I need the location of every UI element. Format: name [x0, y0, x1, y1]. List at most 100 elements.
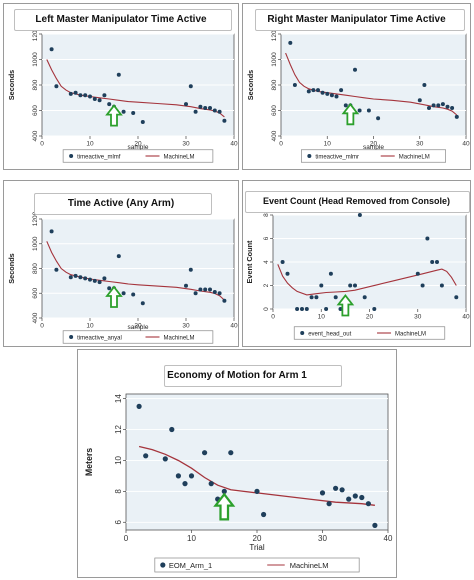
data-point: [319, 283, 324, 288]
y-tick-label: 1200: [271, 26, 278, 41]
data-point: [49, 47, 54, 52]
chart-title: Time Active (Any Arm): [67, 198, 175, 209]
data-point: [333, 485, 339, 491]
data-point: [362, 295, 367, 300]
data-point: [193, 109, 198, 114]
y-axis-label: Event Count: [245, 240, 254, 284]
data-point: [427, 106, 431, 110]
data-point: [376, 116, 381, 121]
x-tick-label: 10: [324, 141, 332, 148]
x-tick-label: 0: [271, 314, 275, 321]
data-point: [372, 522, 378, 528]
fit-line-machinelm: [46, 241, 225, 301]
title-box: [14, 9, 232, 31]
x-tick-label: 30: [416, 141, 424, 148]
y-tick-label: 400: [32, 130, 39, 141]
y-tick-label: 14: [114, 394, 123, 403]
data-point: [339, 487, 345, 493]
data-point: [353, 283, 357, 288]
legend-label-points: timeactive_anyal: [77, 335, 122, 341]
x-axis-label: Trial: [249, 543, 264, 552]
legend-marker-points: [69, 154, 74, 158]
title-box: [34, 193, 212, 215]
x-axis-label: sample: [363, 144, 384, 151]
chart-title: Economy of Motion for Arm 1: [167, 370, 307, 381]
legend-label-fit: MachineLM: [163, 154, 194, 160]
x-tick-label: 40: [462, 314, 470, 321]
data-point: [431, 103, 436, 108]
data-point: [288, 40, 293, 45]
data-point: [359, 494, 365, 501]
legend-marker-points: [300, 331, 305, 335]
legend-marker-points: [307, 154, 312, 158]
data-point: [316, 88, 320, 93]
x-tick-label: 20: [370, 141, 378, 148]
data-point: [454, 114, 459, 119]
chart-panel-any-arm: 400 600 800 1000 1200 0 10 20 30 40 Seconds sample t…: [3, 180, 239, 347]
y-tick-label: 12: [114, 425, 123, 434]
x-tick-label: 40: [230, 323, 238, 330]
x-tick-label: 40: [462, 141, 470, 148]
data-point: [212, 290, 217, 294]
x-tick-label: 30: [182, 323, 190, 330]
chart-economy-motion: 6 8 10 12 14 0 10 20 30 40 Meters Trial EOM_Arm_1 Mac…: [84, 393, 393, 573]
y-tick-label: 600: [271, 105, 278, 116]
data-point: [203, 287, 208, 292]
data-point: [415, 271, 420, 276]
data-point: [131, 111, 136, 115]
data-point: [169, 426, 175, 433]
data-point: [300, 307, 304, 311]
data-point: [261, 511, 267, 518]
data-point: [68, 91, 73, 96]
y-tick-label: 400: [32, 312, 39, 323]
x-tick-label: 40: [230, 141, 238, 148]
data-point: [326, 501, 332, 507]
data-point: [324, 307, 329, 311]
data-point: [102, 93, 107, 98]
legend-label-fit: MachineLM: [290, 561, 329, 570]
data-point: [222, 298, 227, 303]
y-tick-label: 6: [114, 519, 123, 524]
x-tick-label: 10: [187, 534, 196, 543]
data-point: [203, 106, 208, 110]
y-tick-label: 10: [114, 455, 123, 464]
legend-marker-points: [69, 335, 74, 339]
x-tick-label: 30: [182, 141, 190, 148]
y-tick-label: 6: [263, 236, 270, 240]
data-point: [320, 90, 325, 95]
y-tick-label: 1000: [271, 52, 278, 67]
data-point: [107, 102, 112, 107]
data-point: [333, 295, 338, 300]
data-point: [311, 88, 316, 93]
legend-box: [300, 149, 447, 163]
highlight-arrow-icon: [105, 104, 123, 127]
y-tick-label: 4: [263, 260, 270, 264]
data-point: [319, 490, 326, 496]
data-point: [280, 260, 285, 264]
title-box: [164, 365, 342, 387]
x-tick-label: 0: [124, 534, 129, 543]
legend-label-fit: MachineLM: [163, 335, 194, 341]
chart-panel-left-mm: 400 600 800 1000 1200 0 10 20 30 40 Seconds sample t…: [3, 3, 239, 170]
data-point: [440, 102, 445, 107]
data-point: [121, 291, 126, 296]
data-point: [88, 94, 92, 99]
data-point: [353, 67, 357, 72]
data-point: [92, 278, 97, 283]
data-point: [212, 108, 217, 113]
data-point: [208, 287, 212, 292]
data-point: [121, 109, 126, 114]
x-tick-label: 30: [318, 534, 327, 543]
y-tick-label: 8: [114, 489, 123, 494]
data-point: [116, 254, 121, 259]
y-tick-label: 800: [32, 263, 39, 274]
data-point: [198, 287, 203, 292]
x-tick-label: 20: [134, 323, 142, 330]
chart-panel-economy-motion: 6 8 10 12 14 0 10 20 30 40 Meters Trial EOM_Arm_1 Mac…: [77, 349, 397, 578]
data-point: [365, 501, 371, 507]
data-point: [295, 307, 300, 311]
data-point: [343, 103, 348, 108]
x-tick-label: 10: [318, 314, 326, 321]
y-tick-label: 1000: [32, 236, 39, 251]
y-tick-label: 8: [263, 213, 270, 217]
